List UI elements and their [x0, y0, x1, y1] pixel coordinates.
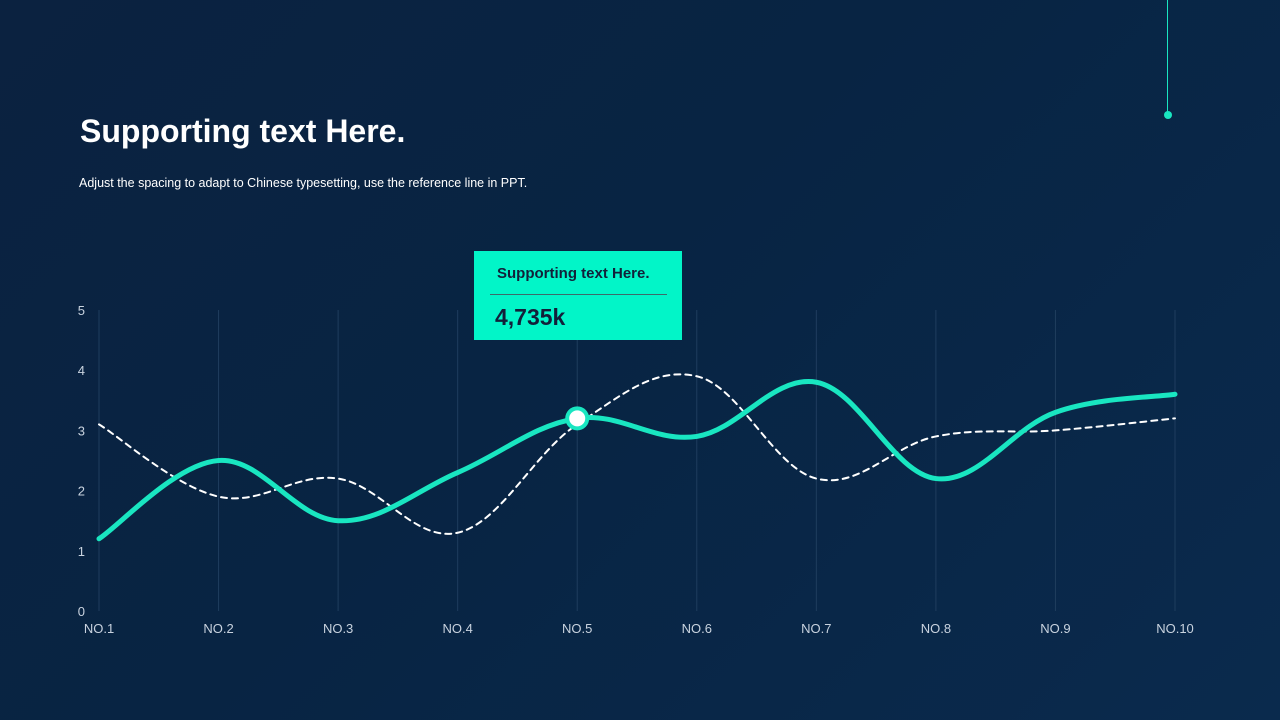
y-tick-label: 5 — [78, 303, 85, 318]
tooltip-label: Supporting text Here. — [497, 265, 650, 282]
chart-series — [96, 373, 1178, 542]
page-title: Supporting text Here. — [80, 113, 406, 149]
x-tick-label: NO.6 — [682, 621, 712, 636]
solid-series-line — [96, 379, 1178, 542]
y-tick-label: 1 — [78, 544, 85, 559]
x-axis-ticks: NO.1 NO.2 NO.3 NO.4 NO.5 NO.6 NO.7 NO.8 NO.9 NO.1… — [84, 621, 1194, 636]
y-axis-ticks: 0 1 2 3 4 5 — [78, 303, 85, 619]
x-tick-label: NO.8 — [921, 621, 951, 636]
tooltip-divider — [490, 294, 667, 295]
page-subtitle: Adjust the spacing to adapt to Chinese t… — [79, 176, 528, 190]
x-tick-label: NO.2 — [203, 621, 233, 636]
x-tick-label: NO.10 — [1156, 621, 1194, 636]
x-tick-label: NO.5 — [562, 621, 592, 636]
x-tick-label: NO.3 — [323, 621, 353, 636]
chart-markers — [565, 406, 590, 431]
highlight-point — [569, 410, 586, 427]
y-tick-label: 2 — [78, 484, 85, 499]
dashed-series-line — [98, 373, 1176, 535]
x-tick-label: NO.1 — [84, 621, 114, 636]
highlight-tooltip: Supporting text Here. 4,735k — [474, 251, 682, 340]
y-tick-label: 3 — [78, 423, 85, 438]
decorative-line — [1167, 0, 1168, 112]
decorative-dot — [1164, 111, 1172, 119]
y-tick-label: 4 — [78, 363, 85, 378]
x-tick-label: NO.7 — [801, 621, 831, 636]
x-tick-label: NO.4 — [442, 621, 472, 636]
chart-grid — [98, 310, 1176, 611]
x-tick-label: NO.9 — [1040, 621, 1070, 636]
tooltip-value: 4,735k — [495, 304, 566, 330]
y-tick-label: 0 — [78, 604, 85, 619]
